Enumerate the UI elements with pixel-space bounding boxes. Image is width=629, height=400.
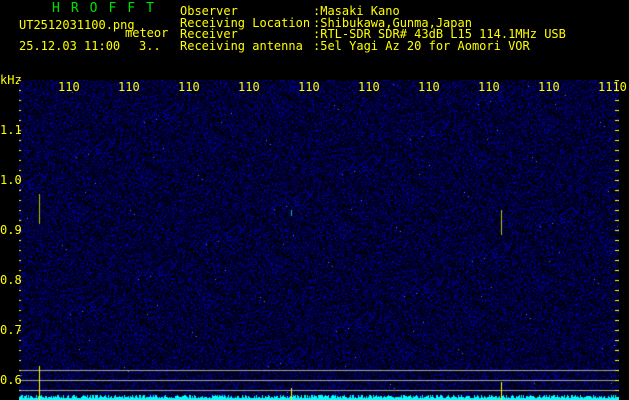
x-tick-label: 1106: [358, 80, 380, 94]
info-label: Receiving antenna: [180, 38, 303, 53]
x-tick-label: 1109: [538, 80, 560, 94]
y-tick-label: 0.6: [0, 373, 22, 387]
y-tick-label: 0.8: [0, 273, 22, 287]
mode-label: meteor: [125, 26, 169, 40]
x-tick-label: 1107: [418, 80, 440, 94]
file-name: UT2512031100.png: [19, 18, 135, 32]
y-tick-label: 1.0: [0, 173, 22, 187]
y-tick-label: 1.1: [0, 123, 22, 137]
info-value: :Shibukawa,Gunma,Japan: [313, 15, 472, 30]
info-label: Receiving Location: [180, 15, 311, 30]
app-title: HROFFT: [52, 1, 165, 16]
info-label: Observer: [180, 4, 238, 18]
spectrogram: [19, 80, 619, 400]
x-tick-label: 1102: [118, 80, 140, 94]
x-tick-label: 1104: [238, 80, 260, 94]
y-tick-label: 0.9: [0, 223, 22, 237]
info-value: :Masaki Kano: [313, 4, 400, 18]
y-unit: kHz: [0, 73, 22, 87]
datetime: 25.12.03 11:00: [19, 39, 121, 53]
x-tick-label: 1110: [598, 80, 627, 94]
x-tick-label: 1105: [298, 80, 320, 94]
y-tick-label: 0.7: [0, 323, 22, 337]
info-label: Receiver: [180, 27, 238, 41]
x-tick-label: 1103: [178, 80, 200, 94]
info-value: :RTL-SDR SDR# 43dB L15 114.1MHz USB: [313, 27, 566, 41]
info-value: :5el Yagi Az 20 for Aomori VOR: [313, 38, 530, 53]
x-tick-label: 1108: [478, 80, 500, 94]
count: 3..: [139, 39, 161, 53]
